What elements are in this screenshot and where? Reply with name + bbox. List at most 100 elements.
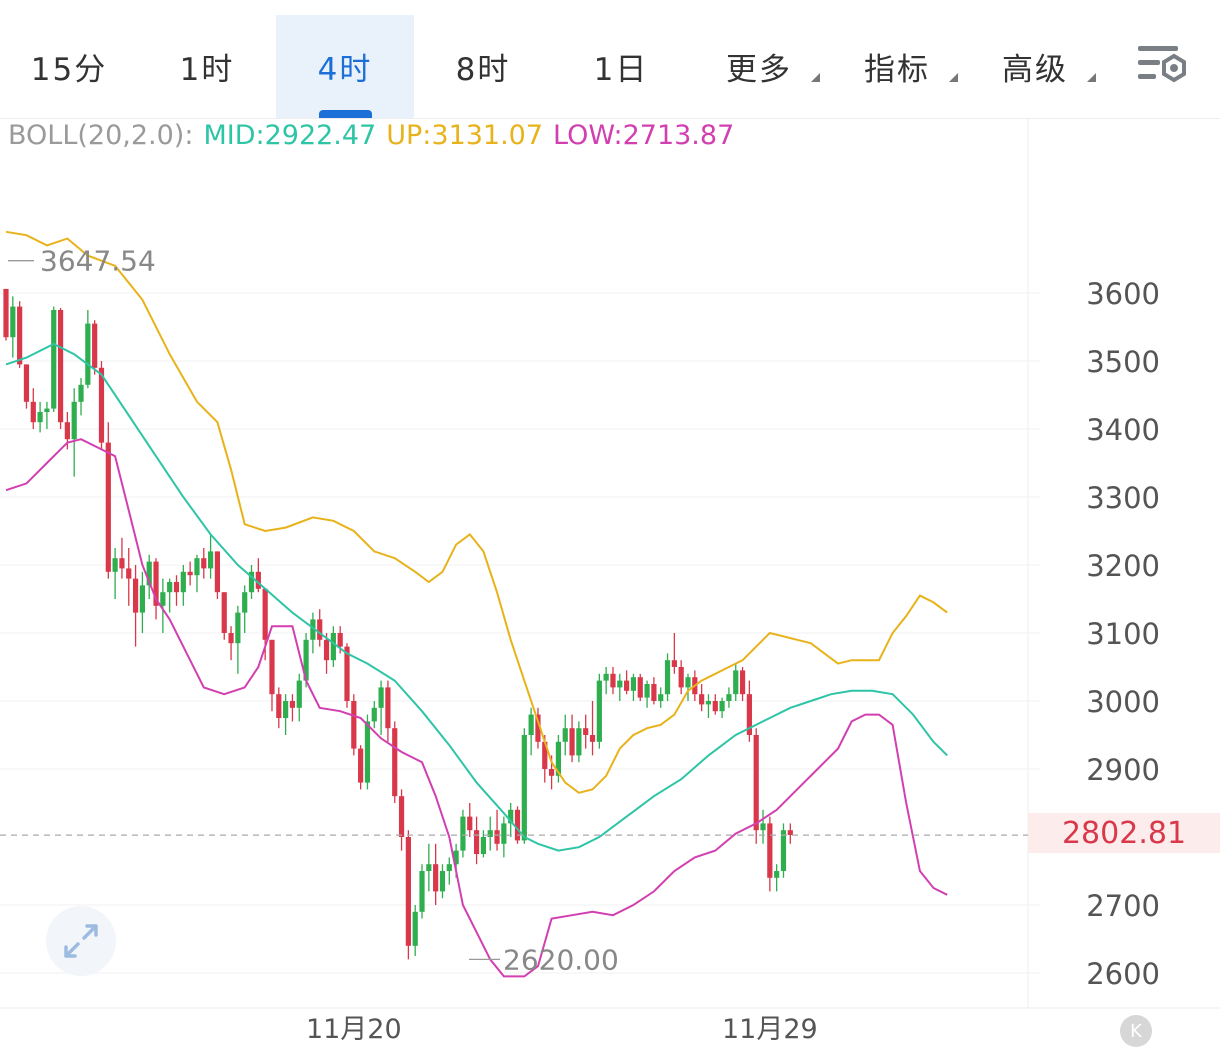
toolbar-divider (0, 118, 1220, 119)
y-tick-label: 3000 (1086, 685, 1160, 719)
candle-body (235, 612, 241, 644)
low-marker-label: 2620.00 (503, 943, 619, 976)
candle-body (371, 707, 377, 722)
y-tick-label: 3600 (1086, 277, 1160, 311)
tab-label: 1日 (593, 52, 649, 88)
candle-body (160, 592, 166, 606)
dropdown-caret-icon (949, 73, 958, 82)
tab-1hour[interactable]: 1时 (138, 15, 276, 118)
candle-body (596, 680, 602, 742)
candle-body (289, 701, 296, 708)
tab-indicators[interactable]: 指标 (828, 15, 966, 118)
candle-body (358, 748, 364, 783)
tab-label: 1时 (179, 52, 235, 88)
candle-body (610, 673, 616, 688)
candle-body (276, 694, 282, 718)
candle-body (378, 687, 384, 708)
scroll-to-latest-button[interactable]: K (1120, 1015, 1152, 1047)
candle-body (392, 728, 398, 797)
candle-body (542, 741, 548, 769)
candle-body (671, 660, 677, 667)
candle-body (269, 639, 275, 695)
candle-body (30, 401, 36, 423)
candle-body (351, 701, 357, 749)
tab-advanced[interactable]: 高级 (966, 15, 1104, 118)
candle-body (480, 837, 486, 854)
candle-body (624, 680, 630, 691)
candle-body (549, 769, 555, 776)
candle-body (637, 677, 643, 698)
candle-body (780, 830, 787, 871)
candle-body (426, 864, 432, 871)
tab-label: 更多 (726, 52, 792, 88)
dropdown-caret-icon (811, 73, 820, 82)
candle-body (405, 837, 411, 946)
candle-body (419, 871, 425, 912)
candle-body (57, 310, 64, 423)
candle-body (51, 310, 57, 409)
candle-body (283, 701, 289, 718)
candle-body (262, 588, 268, 640)
candle-body (644, 684, 650, 698)
boll-mid-line (5, 342, 948, 852)
candle-body (194, 558, 200, 576)
scroll-to-latest-icon: K (1130, 1020, 1142, 1042)
tab-15min[interactable]: 15分 (0, 15, 138, 118)
candle-body (767, 823, 773, 878)
candle-body (739, 670, 746, 695)
y-tick-label: 2600 (1086, 957, 1160, 991)
candle-body (712, 701, 718, 712)
candle-body (514, 809, 521, 841)
candle-body (774, 871, 780, 878)
candle-body (112, 558, 118, 572)
candle-body (719, 701, 725, 712)
candle-body (433, 864, 439, 892)
chart-settings-button[interactable] (1132, 40, 1192, 92)
candle-body (685, 677, 691, 688)
candle-body (139, 585, 145, 613)
candle-body (589, 735, 596, 742)
candle-body (412, 911, 418, 946)
candle-body (3, 288, 9, 338)
candle-body (664, 660, 671, 695)
candle-body (208, 551, 214, 569)
candle-body (705, 701, 712, 705)
candle-body (78, 384, 84, 402)
tab-4hour[interactable]: 4时 (276, 15, 414, 118)
tab-label: 15分 (30, 52, 108, 88)
boll-name: BOLL(20,2.0): (8, 120, 194, 151)
candle-body (303, 639, 309, 681)
candle-body (453, 850, 459, 865)
candle-body (64, 422, 70, 440)
candle-body (201, 558, 207, 569)
candle-body (10, 306, 16, 338)
candle-body (446, 864, 452, 871)
candle-body (323, 639, 330, 661)
candle-body (617, 680, 623, 688)
candle-body (630, 677, 637, 691)
candle-body (521, 735, 527, 841)
active-tab-indicator (319, 110, 372, 118)
candle-body (726, 694, 732, 701)
expand-button[interactable] (46, 906, 116, 976)
y-tick-label: 3300 (1086, 481, 1160, 515)
candle-body (746, 694, 752, 735)
candle-body (678, 667, 684, 688)
candle-body (562, 728, 568, 742)
candle-body (576, 728, 582, 756)
candle-body (71, 401, 77, 440)
tab-1day[interactable]: 1日 (552, 15, 690, 118)
chart-settings-icon (1138, 46, 1186, 83)
tab-8hour[interactable]: 8时 (414, 15, 552, 118)
y-tick-label: 3500 (1086, 345, 1160, 379)
boll-mid-value: MID:2922.47 (203, 120, 377, 151)
tab-more[interactable]: 更多 (690, 15, 828, 118)
boll-up-line (5, 230, 948, 794)
high-marker-label: 3647.54 (40, 245, 156, 278)
candle-body (126, 568, 132, 579)
candle-body (173, 582, 180, 593)
candle-body (98, 367, 105, 443)
expand-icon (64, 924, 98, 958)
candle-body (699, 694, 705, 705)
